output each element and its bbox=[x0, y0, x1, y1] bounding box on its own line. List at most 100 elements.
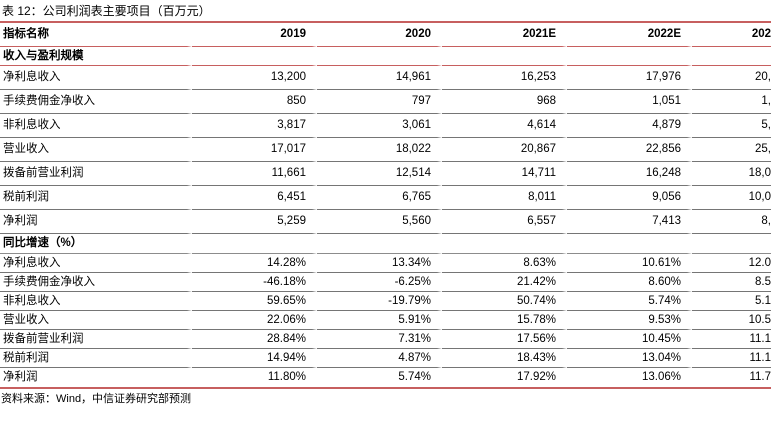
empty-cell bbox=[317, 234, 442, 254]
cell-value: 5.74% bbox=[567, 292, 692, 311]
cell-value: 20,867 bbox=[442, 138, 567, 162]
column-header-indicator: 指标名称 bbox=[0, 23, 192, 47]
cell-value: 1,051 bbox=[567, 90, 692, 114]
cell-value: 3,817 bbox=[192, 114, 317, 138]
cell-value: 7,413 bbox=[567, 210, 692, 234]
section-header-row: 收入与盈利规模 bbox=[0, 47, 771, 66]
row-label: 拨备前营业利润 bbox=[0, 330, 192, 349]
row-label: 非利息收入 bbox=[0, 292, 192, 311]
empty-cell bbox=[442, 234, 567, 254]
empty-cell bbox=[567, 47, 692, 66]
section-label: 同比增速（%） bbox=[0, 234, 192, 254]
cell-value: 8.60% bbox=[567, 273, 692, 292]
cell-value: 18.43% bbox=[442, 349, 567, 368]
table-row: 净利润 11.80% 5.74% 17.92% 13.06% 11.7 bbox=[0, 368, 771, 387]
column-header-2021e: 2021E bbox=[442, 23, 567, 47]
cell-value: 8,011 bbox=[442, 186, 567, 210]
cell-value: 21.42% bbox=[442, 273, 567, 292]
cell-value: 17,017 bbox=[192, 138, 317, 162]
row-label: 手续费佣金净收入 bbox=[0, 90, 192, 114]
cell-value: 6,557 bbox=[442, 210, 567, 234]
cell-value: 13.04% bbox=[567, 349, 692, 368]
cell-value: 8.5 bbox=[692, 273, 771, 292]
cell-value: 8, bbox=[692, 210, 771, 234]
cell-value: 17,976 bbox=[567, 66, 692, 90]
cell-value: 1, bbox=[692, 90, 771, 114]
table-row: 净利润 5,259 5,560 6,557 7,413 8, bbox=[0, 210, 771, 234]
cell-value: 5, bbox=[692, 114, 771, 138]
cell-value: 17.92% bbox=[442, 368, 567, 387]
table-row: 手续费佣金净收入 850 797 968 1,051 1, bbox=[0, 90, 771, 114]
empty-cell bbox=[567, 234, 692, 254]
cell-value: 6,451 bbox=[192, 186, 317, 210]
cell-value: 5.1 bbox=[692, 292, 771, 311]
table-row: 营业收入 22.06% 5.91% 15.78% 9.53% 10.5 bbox=[0, 311, 771, 330]
table-row: 营业收入 17,017 18,022 20,867 22,856 25, bbox=[0, 138, 771, 162]
source-note: 资料来源：Wind，中信证券研究部预测 bbox=[1, 393, 192, 405]
table-row: 拨备前营业利润 28.84% 7.31% 17.56% 10.45% 11.1 bbox=[0, 330, 771, 349]
cell-value: 14,711 bbox=[442, 162, 567, 186]
cell-value: 14.28% bbox=[192, 254, 317, 273]
column-header-2020: 2020 bbox=[317, 23, 442, 47]
cell-value: 850 bbox=[192, 90, 317, 114]
cell-value: 50.74% bbox=[442, 292, 567, 311]
cell-value: 5.91% bbox=[317, 311, 442, 330]
table-row: 净利息收入 13,200 14,961 16,253 17,976 20, bbox=[0, 66, 771, 90]
column-header-2019: 2019 bbox=[192, 23, 317, 47]
table-row: 非利息收入 3,817 3,061 4,614 4,879 5, bbox=[0, 114, 771, 138]
cell-value: 18,0 bbox=[692, 162, 771, 186]
cell-value: -19.79% bbox=[317, 292, 442, 311]
cell-value: 17.56% bbox=[442, 330, 567, 349]
cell-value: 12.0 bbox=[692, 254, 771, 273]
table-row: 非利息收入 59.65% -19.79% 50.74% 5.74% 5.1 bbox=[0, 292, 771, 311]
cell-value: 10.5 bbox=[692, 311, 771, 330]
cell-value: 5,560 bbox=[317, 210, 442, 234]
cell-value: 797 bbox=[317, 90, 442, 114]
empty-cell bbox=[192, 47, 317, 66]
table-container: 指标名称 2019 2020 2021E 2022E 202 收入与盈利规模 净利… bbox=[0, 21, 771, 389]
table-row: 税前利润 6,451 6,765 8,011 9,056 10,0 bbox=[0, 186, 771, 210]
row-label: 手续费佣金净收入 bbox=[0, 273, 192, 292]
empty-cell bbox=[192, 234, 317, 254]
cell-value: -6.25% bbox=[317, 273, 442, 292]
table-title: 表 12：公司利润表主要项目（百万元） bbox=[2, 4, 211, 18]
row-label: 营业收入 bbox=[0, 311, 192, 330]
cell-value: 3,061 bbox=[317, 114, 442, 138]
cell-value: 5,259 bbox=[192, 210, 317, 234]
cell-value: 10.45% bbox=[567, 330, 692, 349]
cell-value: 25, bbox=[692, 138, 771, 162]
row-label: 税前利润 bbox=[0, 186, 192, 210]
cell-value: 7.31% bbox=[317, 330, 442, 349]
cell-value: 28.84% bbox=[192, 330, 317, 349]
cell-value: 22.06% bbox=[192, 311, 317, 330]
income-statement-table: 指标名称 2019 2020 2021E 2022E 202 收入与盈利规模 净利… bbox=[0, 21, 771, 389]
cell-value: 10.61% bbox=[567, 254, 692, 273]
table-row: 拨备前营业利润 11,661 12,514 14,711 16,248 18,0 bbox=[0, 162, 771, 186]
cell-value: 20, bbox=[692, 66, 771, 90]
empty-cell bbox=[692, 234, 771, 254]
row-label: 拨备前营业利润 bbox=[0, 162, 192, 186]
table-row: 手续费佣金净收入 -46.18% -6.25% 21.42% 8.60% 8.5 bbox=[0, 273, 771, 292]
cell-value: 59.65% bbox=[192, 292, 317, 311]
column-header-2023e-clipped: 202 bbox=[692, 23, 771, 47]
cell-value: 11.80% bbox=[192, 368, 317, 387]
table-body: 收入与盈利规模 净利息收入 13,200 14,961 16,253 17,976 20, 手… bbox=[0, 47, 771, 387]
cell-value: 968 bbox=[442, 90, 567, 114]
cell-value: 5.74% bbox=[317, 368, 442, 387]
table-row: 税前利润 14.94% 4.87% 18.43% 13.04% 11.1 bbox=[0, 349, 771, 368]
cell-value: 22,856 bbox=[567, 138, 692, 162]
cell-value: 16,248 bbox=[567, 162, 692, 186]
cell-value: 9,056 bbox=[567, 186, 692, 210]
cell-value: 11.1 bbox=[692, 349, 771, 368]
cell-value: 13,200 bbox=[192, 66, 317, 90]
cell-value: -46.18% bbox=[192, 273, 317, 292]
row-label: 税前利润 bbox=[0, 349, 192, 368]
cell-value: 6,765 bbox=[317, 186, 442, 210]
cell-value: 14,961 bbox=[317, 66, 442, 90]
cell-value: 16,253 bbox=[442, 66, 567, 90]
section-header-row: 同比增速（%） bbox=[0, 234, 771, 254]
row-label: 净利息收入 bbox=[0, 254, 192, 273]
cell-value: 13.06% bbox=[567, 368, 692, 387]
cell-value: 11.7 bbox=[749, 371, 771, 383]
empty-cell bbox=[317, 47, 442, 66]
